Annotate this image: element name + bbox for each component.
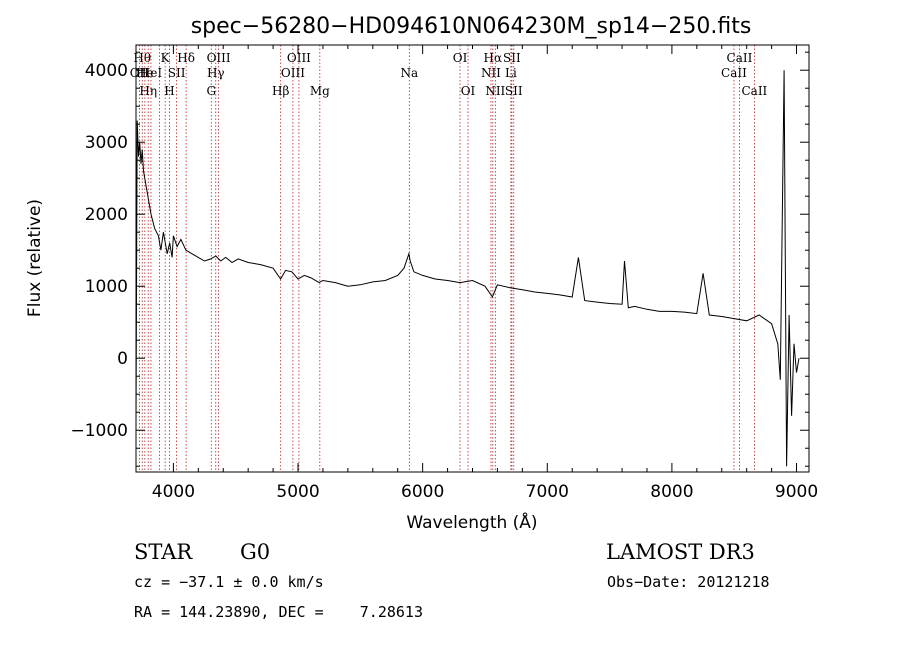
spectrum-series <box>135 70 800 467</box>
marker-label: Hγ <box>207 66 225 80</box>
y-tick-label: 2000 <box>85 205 128 225</box>
y-tick-label: 4000 <box>85 61 128 81</box>
marker-label: He <box>136 66 154 80</box>
marker-label: Hβ <box>272 84 289 98</box>
x-tick-label: 5000 <box>276 482 319 502</box>
marker-label: NII <box>485 84 505 98</box>
x-tick-label: 9000 <box>775 482 818 502</box>
y-axis: −1000 0 1000 2000 3000 4000 <box>70 51 809 467</box>
marker-label: Na <box>400 66 418 80</box>
marker-label: OIII <box>281 66 305 80</box>
object-class: STAR <box>134 540 193 564</box>
line-markers: OIIHθHeHηHeIKHSIIHδGHγOIIIHβOIIIOIIIMgNa… <box>130 45 768 472</box>
marker-label: Li <box>505 66 517 80</box>
marker-label: Mg <box>310 84 330 98</box>
marker-label: CaII <box>741 84 767 98</box>
survey-name: LAMOST DR3 <box>606 540 755 564</box>
y-axis-label: Flux (relative) <box>25 199 45 317</box>
x-tick-label: 7000 <box>526 482 569 502</box>
marker-label: OII <box>130 66 150 80</box>
redshift-value: cz = −37.1 ± 0.0 km/s <box>134 573 324 591</box>
coordinates: RA = 144.23890, DEC = 7.28613 <box>134 603 423 621</box>
obs-date: Obs−Date: 20121218 <box>607 573 770 591</box>
marker-label: H <box>164 84 174 98</box>
marker-label: OIII <box>207 51 231 65</box>
y-tick-label: −1000 <box>70 421 128 441</box>
marker-label: OIII <box>287 51 311 65</box>
marker-label: Hη <box>139 84 157 98</box>
x-axis-label: Wavelength (Å) <box>406 511 537 533</box>
marker-label: HeI <box>140 66 163 80</box>
marker-label: Hδ <box>177 51 195 65</box>
marker-label: G <box>206 84 216 98</box>
y-tick-label: 1000 <box>85 277 128 297</box>
spectrum-line <box>135 70 800 467</box>
marker-label: OI <box>453 51 468 65</box>
marker-label: OI <box>461 84 476 98</box>
x-axis: 4000 5000 6000 7000 8000 9000 <box>152 45 818 502</box>
marker-label: SII <box>168 66 186 80</box>
marker-label: SII <box>505 84 523 98</box>
object-subclass: G0 <box>240 540 271 564</box>
x-tick-label: 8000 <box>650 482 693 502</box>
marker-label: CaII <box>727 51 753 65</box>
x-tick-label: 6000 <box>401 482 444 502</box>
chart-title: spec−56280−HD094610N064230M_sp14−250.fit… <box>191 14 752 39</box>
marker-label: K <box>161 51 171 65</box>
y-tick-label: 0 <box>117 349 128 369</box>
marker-label: SII <box>503 51 521 65</box>
x-tick-label: 4000 <box>152 482 195 502</box>
plot-frame <box>135 44 810 473</box>
marker-label: NII <box>481 66 501 80</box>
marker-label: CaII <box>721 66 747 80</box>
y-tick-label: 3000 <box>85 133 128 153</box>
marker-label: Hα <box>484 51 503 65</box>
marker-label: Hθ <box>133 51 151 65</box>
